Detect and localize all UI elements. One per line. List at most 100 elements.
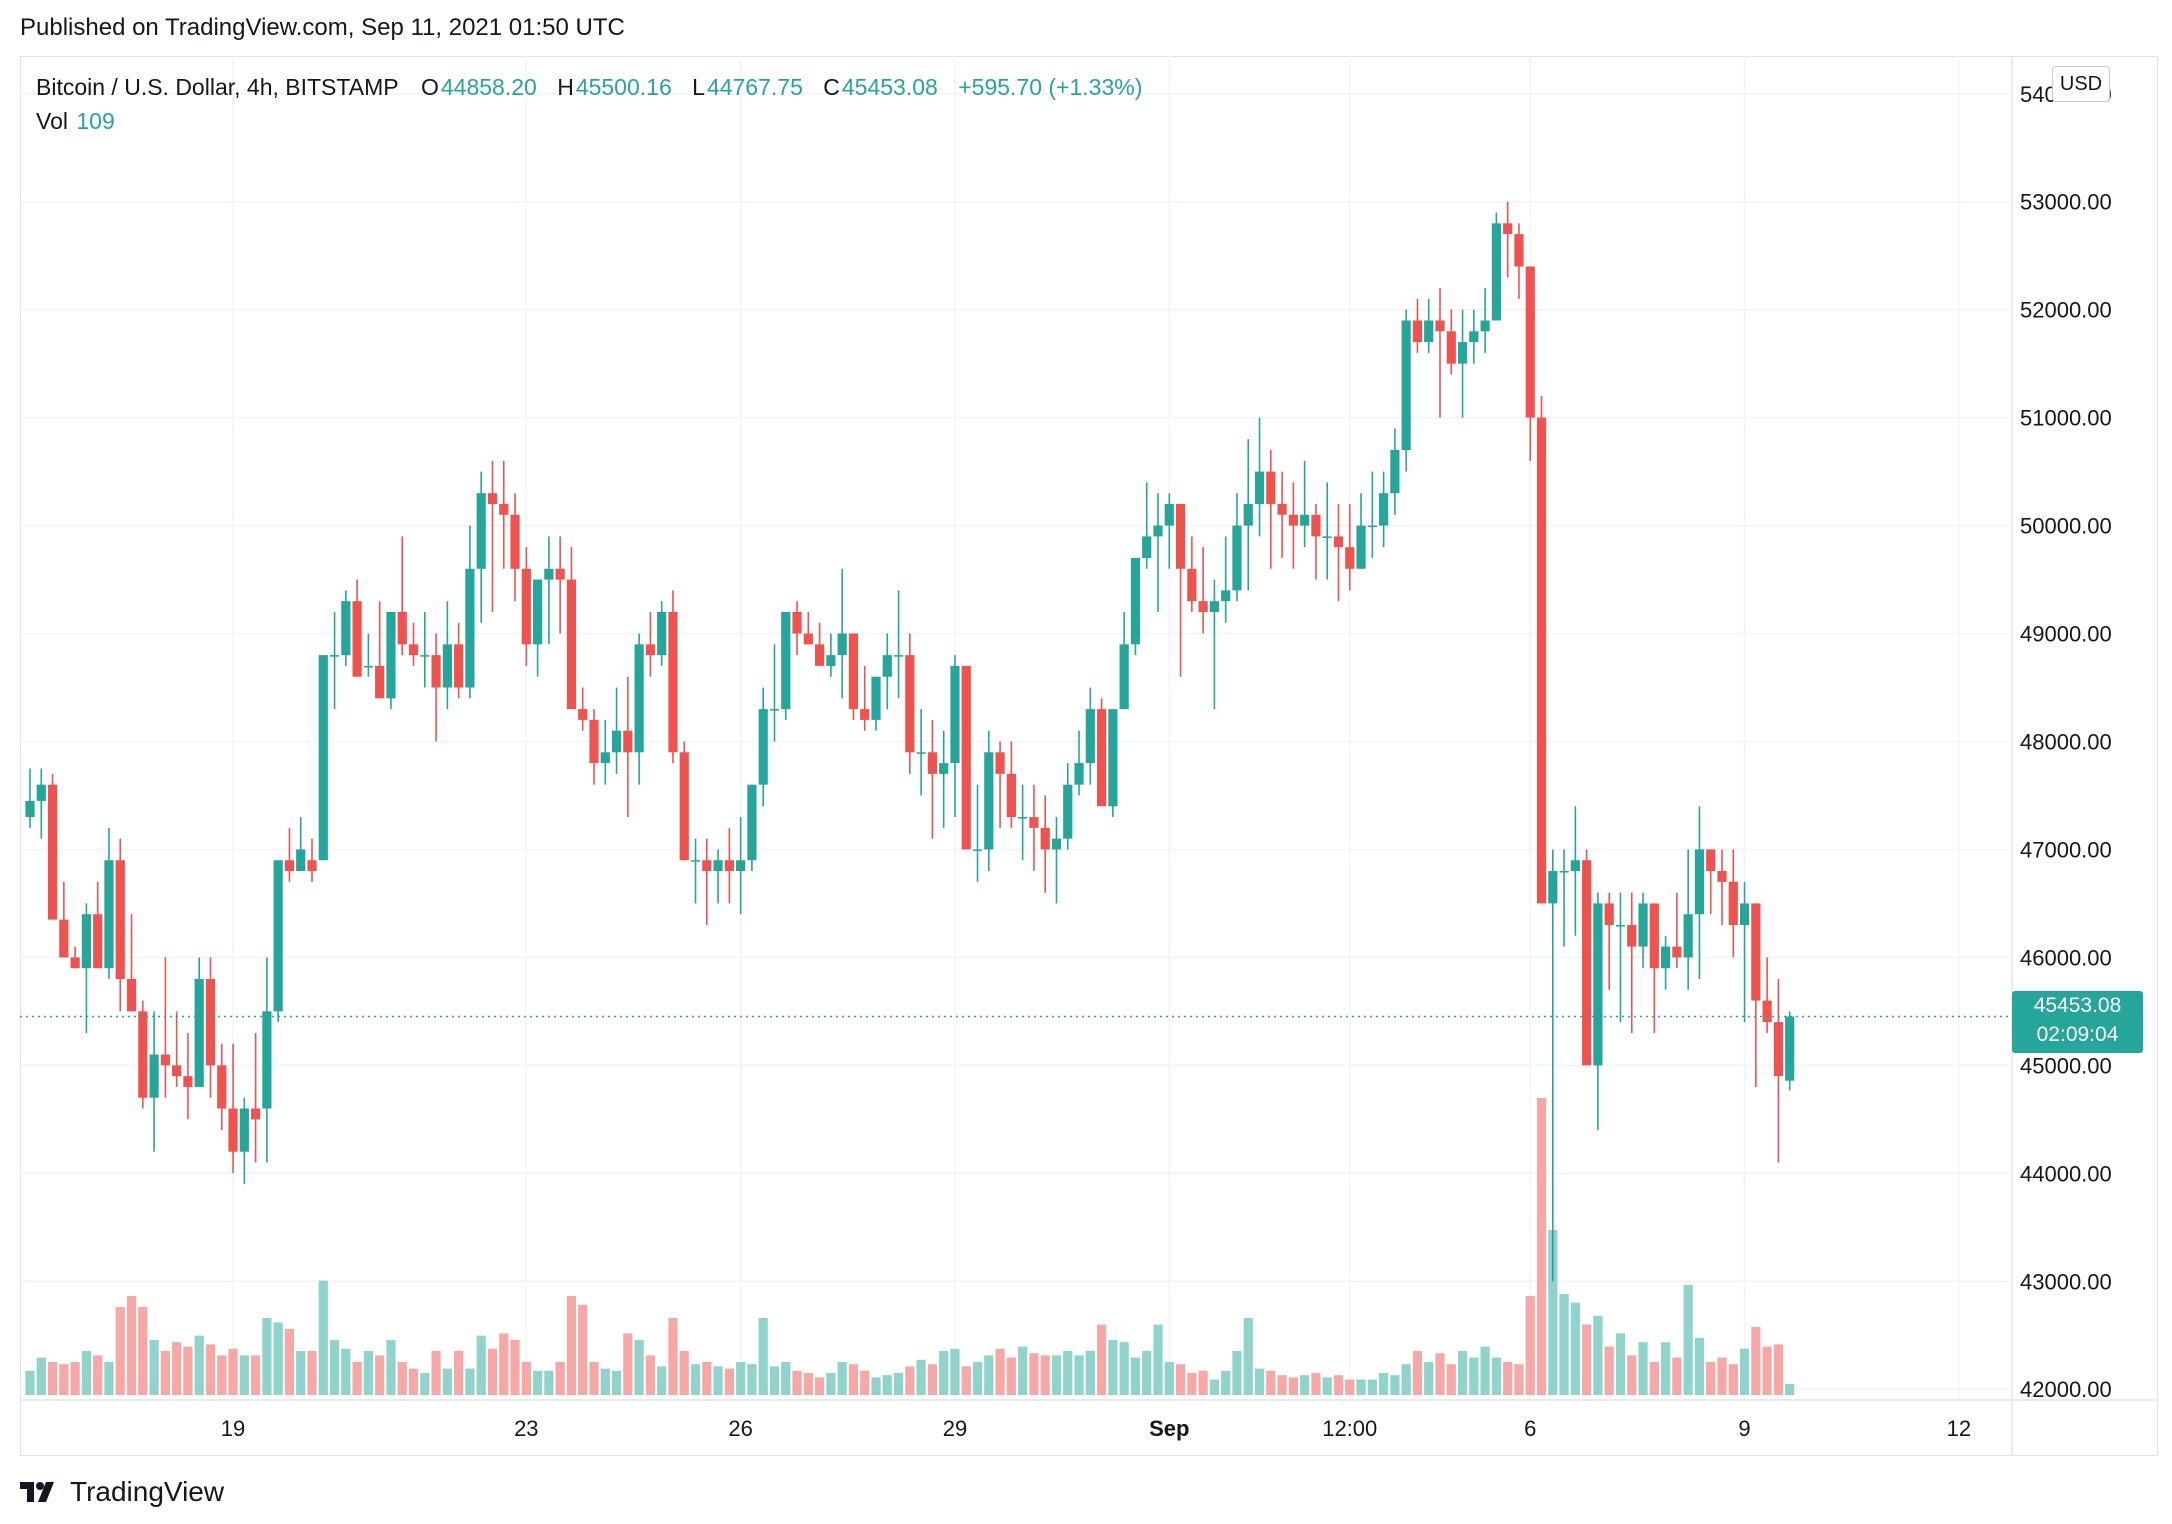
- candle-body: [1412, 320, 1423, 343]
- volume-bar: [961, 1366, 971, 1395]
- volume-bar: [1063, 1351, 1073, 1395]
- volume-bar: [521, 1362, 531, 1395]
- candle-body: [1627, 925, 1637, 947]
- candle-body: [1232, 525, 1242, 591]
- candle-body: [1570, 860, 1580, 872]
- volume-bar: [262, 1318, 272, 1395]
- candle-body: [611, 730, 622, 753]
- candle-body: [104, 860, 114, 969]
- candle-body: [1593, 903, 1603, 1066]
- candle-body: [1672, 946, 1682, 958]
- volume-bar: [318, 1280, 328, 1395]
- close-key: C: [823, 74, 840, 100]
- candle-body: [1085, 709, 1095, 764]
- candle-body: [454, 644, 464, 688]
- candle-body: [1198, 601, 1208, 612]
- volume-bar: [1638, 1342, 1648, 1395]
- candle-body: [386, 611, 396, 699]
- volume-bar: [352, 1362, 362, 1395]
- candle-body: [1548, 871, 1558, 904]
- candle-body: [657, 611, 667, 656]
- candle-body: [1582, 860, 1592, 1066]
- volume-bar: [634, 1340, 644, 1395]
- candle-body: [713, 860, 723, 872]
- volume-bar: [1119, 1342, 1129, 1395]
- candle-body: [408, 644, 419, 656]
- volume-bar: [1074, 1355, 1084, 1395]
- volume-bar: [138, 1307, 148, 1395]
- volume-bar: [1232, 1351, 1242, 1395]
- volume-bar: [1457, 1351, 1468, 1395]
- candle-body: [1288, 514, 1298, 526]
- candle-body: [1649, 903, 1659, 969]
- volume-bar: [1582, 1324, 1592, 1395]
- tradingview-brand[interactable]: TradingView: [70, 1476, 225, 1507]
- candle-body: [397, 611, 407, 645]
- change-value: +595.70 (+1.33%): [958, 74, 1143, 100]
- volume-bar: [882, 1375, 892, 1395]
- candle-body: [1604, 903, 1614, 926]
- candle-body: [544, 568, 554, 580]
- volume-bar: [848, 1364, 859, 1395]
- price-tick-label: 52000.00: [2020, 298, 2112, 323]
- volume-bar: [600, 1368, 610, 1395]
- volume-bar: [1412, 1351, 1423, 1395]
- volume-bar: [408, 1368, 419, 1395]
- candle-body: [555, 568, 565, 580]
- candle-body: [1683, 914, 1693, 958]
- volume-bar: [1773, 1344, 1783, 1395]
- volume-bar: [217, 1355, 227, 1395]
- volume-bar: [995, 1348, 1005, 1395]
- volume-bar: [1221, 1370, 1231, 1395]
- volume-bar: [126, 1296, 137, 1395]
- candle-body: [465, 568, 475, 688]
- chart-frame[interactable]: [20, 56, 2158, 1456]
- currency-button[interactable]: USD: [2052, 66, 2110, 102]
- volume-key[interactable]: Vol: [36, 108, 68, 134]
- volume-bar: [1130, 1357, 1141, 1395]
- candle-body: [296, 849, 306, 872]
- symbol-title[interactable]: Bitcoin / U.S. Dollar, 4h, BITSTAMP: [36, 74, 399, 100]
- candle-body: [1108, 709, 1118, 807]
- volume-bar: [1085, 1351, 1095, 1395]
- volume-bar: [1503, 1362, 1513, 1395]
- candle-body: [702, 860, 712, 872]
- close-value: 45453.08: [841, 74, 938, 100]
- volume-bar: [679, 1351, 689, 1395]
- published-caption: Published on TradingView.com, Sep 11, 20…: [20, 14, 625, 41]
- candle-body: [1175, 504, 1186, 569]
- volume-bar: [1018, 1346, 1028, 1395]
- volume-bar: [1661, 1342, 1671, 1395]
- volume-bar: [1006, 1357, 1016, 1395]
- volume-bar: [420, 1373, 430, 1395]
- volume-bar: [386, 1340, 396, 1395]
- volume-bar: [499, 1333, 509, 1395]
- volume-bar: [803, 1373, 813, 1395]
- volume-bar: [1300, 1375, 1310, 1395]
- candle-body: [1762, 1000, 1772, 1023]
- time-tick-label: Sep: [1149, 1416, 1189, 1441]
- volume-bar: [442, 1368, 452, 1395]
- volume-bar: [284, 1329, 295, 1395]
- volume-bar: [1187, 1373, 1197, 1395]
- candle-body: [239, 1108, 249, 1152]
- volume-bar: [555, 1362, 565, 1395]
- legend: Bitcoin / U.S. Dollar, 4h, BITSTAMP O448…: [36, 70, 1156, 138]
- candle-body: [1706, 849, 1716, 872]
- volume-bar: [589, 1362, 599, 1395]
- volume-bar: [724, 1368, 734, 1395]
- volume-bar: [172, 1342, 182, 1395]
- candle-body: [747, 784, 757, 861]
- volume-bar: [1536, 1098, 1547, 1395]
- candle-body: [995, 752, 1005, 774]
- candle-body: [1379, 493, 1389, 526]
- candle-body: [1559, 871, 1569, 873]
- candle-body: [634, 644, 644, 753]
- volume-bar: [1254, 1368, 1265, 1395]
- candle-body: [1345, 547, 1355, 569]
- tradingview-logo-icon[interactable]: [20, 1480, 60, 1504]
- candle-body: [284, 860, 295, 872]
- candle-body: [1209, 601, 1219, 612]
- volume-bar: [1379, 1373, 1389, 1395]
